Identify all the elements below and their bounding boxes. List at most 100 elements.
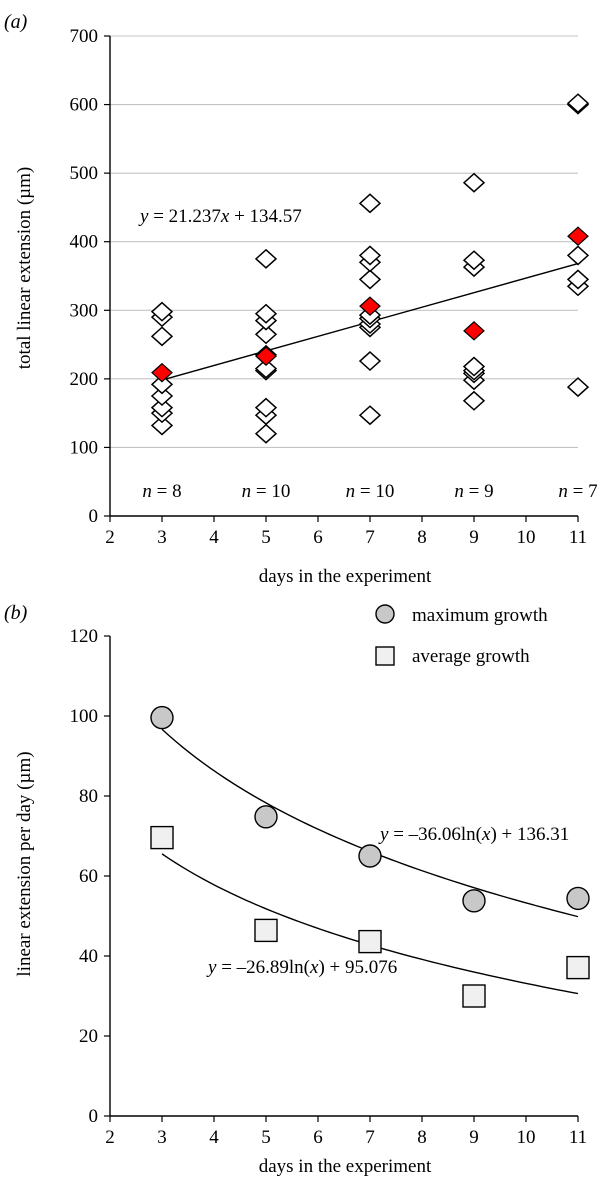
panel-a-mean-point bbox=[463, 321, 485, 341]
panel-a-n-label: n = 10 bbox=[242, 481, 291, 502]
panel-a-point bbox=[566, 245, 590, 266]
panel-b-point-maximum bbox=[462, 889, 486, 913]
panel-b-x-tick-label: 10 bbox=[517, 1127, 536, 1148]
panel-a-point bbox=[254, 324, 278, 345]
panel-a-mean-point bbox=[151, 362, 173, 383]
panel-a-point bbox=[462, 356, 486, 377]
panel-a-point bbox=[254, 397, 278, 418]
panel-a-n-label: n = 8 bbox=[142, 481, 181, 502]
panel-b-x-tick-label: 3 bbox=[157, 1127, 167, 1148]
panel-b-equation-maximum: y = –36.06ln(x) + 136.31 bbox=[378, 824, 569, 845]
panel-b-x-axis-label: days in the experiment bbox=[259, 1156, 432, 1177]
panel-b-point-maximum bbox=[150, 705, 174, 730]
panel-a-point bbox=[254, 358, 278, 379]
panel-b-x-tick-label: 9 bbox=[469, 1127, 479, 1148]
panel-b-y-tick-label: 80 bbox=[79, 786, 98, 807]
panel-b-point-maximum bbox=[566, 886, 590, 911]
panel-a-x-tick-label: 3 bbox=[157, 527, 167, 548]
panel-a-mean-point bbox=[567, 226, 589, 247]
panel-a-x-tick-label: 5 bbox=[261, 527, 271, 548]
panel-b-x-tick-label: 8 bbox=[417, 1127, 427, 1148]
panel-a-mean-point bbox=[359, 296, 381, 316]
panel-a-point bbox=[150, 374, 174, 395]
panel-a-y-tick-label: 300 bbox=[70, 300, 99, 321]
panel-a-axes bbox=[104, 35, 579, 522]
panel-a-y-tick-label: 0 bbox=[89, 506, 99, 527]
panel-b-y-axis-label: linear extension per day (µm) bbox=[14, 751, 35, 976]
panel-a-x-tick-label: 8 bbox=[417, 527, 427, 548]
panel-b-y-tick-label: 120 bbox=[70, 626, 99, 647]
panel-b-point-maximum bbox=[358, 844, 382, 868]
panel-a-n-label: n = 7 bbox=[558, 481, 597, 502]
panel-a-point bbox=[462, 390, 486, 411]
panel-b-tick-labels: 2 3 4 5 6 7 8 9 10 11 0 20 40 60 80 100 120 bbox=[70, 626, 588, 1148]
panel-a-point bbox=[358, 351, 382, 372]
panel-a-y-tick-label: 200 bbox=[70, 369, 99, 390]
panel-a-point bbox=[358, 269, 382, 290]
panel-b: (b) 2 3 4 5 6 7 8 9 10 11 0 20 40 60 80 100 120 y = –36.… bbox=[4, 602, 590, 1177]
panel-a-x-axis-label: days in the experiment bbox=[259, 566, 432, 587]
panel-b-points bbox=[150, 705, 590, 1008]
panel-b-y-tick-label: 0 bbox=[89, 1106, 99, 1127]
panel-a-point bbox=[566, 93, 590, 114]
panel-b-y-tick-label: 100 bbox=[70, 706, 99, 727]
panel-a-x-tick-label: 4 bbox=[209, 527, 219, 548]
panel-a-point bbox=[358, 405, 382, 426]
panel-a-y-axis-label: total linear extension (µm) bbox=[14, 167, 35, 369]
panel-b-legend: maximum growth average growth bbox=[375, 604, 548, 667]
panel-a-points bbox=[150, 93, 590, 444]
panel-b-point-average bbox=[358, 929, 382, 954]
legend-label-maximum-growth: maximum growth bbox=[412, 605, 548, 626]
panel-a-point bbox=[254, 303, 278, 324]
panel-a-equation: y = 21.237x + 134.57 bbox=[138, 206, 302, 227]
panel-a-y-tick-label: 100 bbox=[70, 437, 99, 458]
panel-a-point bbox=[150, 415, 174, 436]
panel-b-x-tick-label: 7 bbox=[365, 1127, 375, 1148]
panel-a-point bbox=[254, 248, 278, 269]
panel-a-x-tick-label: 7 bbox=[365, 527, 375, 548]
panel-b-x-tick-label: 6 bbox=[313, 1127, 323, 1148]
legend-marker-maximum-growth bbox=[375, 604, 395, 624]
panel-b-point-average bbox=[254, 918, 278, 943]
panel-a-point bbox=[150, 301, 174, 322]
panel-b-y-tick-label: 60 bbox=[79, 866, 98, 887]
panel-b-point-average bbox=[462, 984, 486, 1008]
panel-b-equation-average: y = –26.89ln(x) + 95.076 bbox=[206, 957, 397, 978]
panel-a-x-tick-label: 10 bbox=[517, 527, 536, 548]
panel-a: (a) 2 3 4 5 6 7 8 9 10 11 0 100 200 300 400 500 600 700 y… bbox=[4, 11, 598, 587]
panel-b-x-tick-label: 5 bbox=[261, 1127, 271, 1148]
panel-a-y-tick-label: 600 bbox=[70, 95, 99, 116]
panel-b-x-tick-label: 4 bbox=[209, 1127, 219, 1148]
panel-a-n-label: n = 10 bbox=[346, 481, 395, 502]
panel-b-y-tick-label: 20 bbox=[79, 1026, 98, 1047]
panel-a-point bbox=[358, 193, 382, 214]
panel-a-n-label: n = 9 bbox=[454, 481, 493, 502]
panel-a-point bbox=[150, 326, 174, 347]
panel-a-gridlines bbox=[110, 35, 578, 448]
panel-a-y-tick-label: 700 bbox=[70, 26, 99, 47]
panel-a-point bbox=[462, 250, 486, 271]
panel-a-point bbox=[462, 172, 486, 193]
panel-b-y-tick-label: 40 bbox=[79, 946, 98, 967]
panel-b-label: (b) bbox=[4, 602, 28, 624]
panel-a-y-tick-label: 500 bbox=[70, 163, 99, 184]
panel-a-y-tick-label: 400 bbox=[70, 232, 99, 253]
panel-a-label: (a) bbox=[4, 11, 28, 33]
panel-a-point bbox=[150, 397, 174, 418]
panel-a-point bbox=[358, 245, 382, 266]
panel-a-mean-point bbox=[255, 346, 277, 367]
panel-b-axes bbox=[104, 635, 579, 1122]
panel-b-x-tick-label: 11 bbox=[569, 1127, 587, 1148]
panel-a-point bbox=[566, 377, 590, 398]
panel-b-point-average bbox=[150, 825, 174, 850]
panel-a-tick-labels: 2 3 4 5 6 7 8 9 10 11 0 100 200 300 400 500 600 700 bbox=[70, 26, 588, 548]
legend-marker-average-growth bbox=[375, 646, 395, 666]
panel-b-trendline-maximum bbox=[161, 728, 579, 918]
panel-a-point bbox=[254, 423, 278, 444]
panel-a-x-tick-label: 2 bbox=[105, 527, 115, 548]
panel-b-x-tick-label: 2 bbox=[105, 1127, 115, 1148]
panel-b-point-maximum bbox=[254, 805, 278, 829]
panel-b-point-average bbox=[566, 955, 590, 980]
panel-a-point bbox=[566, 269, 590, 290]
